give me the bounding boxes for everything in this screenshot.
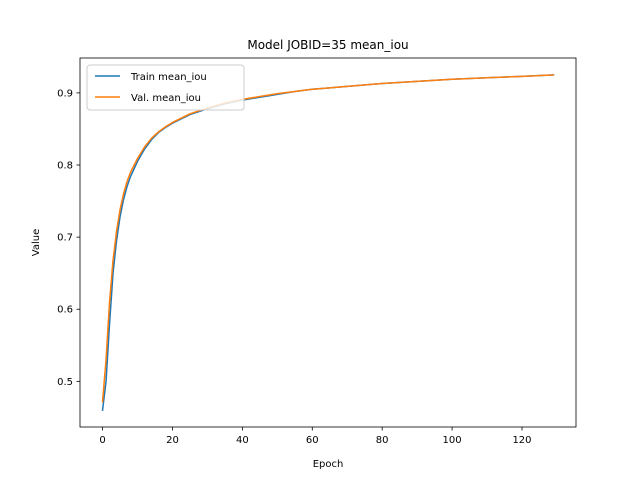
series-line-val [101, 74, 555, 403]
x-axis-label: Epoch [313, 459, 344, 470]
x-tick-label: 80 [376, 435, 389, 446]
legend-label-val: Val. mean_iou [131, 93, 201, 104]
x-tick-label: 0 [99, 435, 105, 446]
legend-label-train: Train mean_iou [130, 72, 207, 83]
x-axis: 0 20 40 60 80 100 120 [99, 427, 532, 446]
legend: Train mean_iou Val. mean_iou [86, 64, 245, 111]
y-tick-label: 0.6 [57, 305, 73, 316]
plot-area [79, 57, 577, 428]
y-tick-label: 0.7 [57, 233, 73, 244]
legend-box [86, 64, 245, 111]
y-axis-label: Value [31, 229, 42, 256]
x-tick-label: 60 [306, 435, 319, 446]
x-tick-label: 100 [443, 435, 462, 446]
x-tick-label: 40 [236, 435, 249, 446]
y-tick-label: 0.5 [57, 377, 73, 388]
x-tick-label: 120 [512, 435, 531, 446]
axes-background [80, 58, 576, 427]
chart-title: Model JOBID=35 mean_iou [247, 38, 408, 52]
axes-frame [79, 57, 577, 428]
y-tick-label: 0.9 [57, 88, 73, 99]
y-tick-label: 0.8 [57, 161, 73, 172]
x-tick-label: 20 [166, 435, 179, 446]
series-layer [101, 74, 555, 412]
y-axis: 0.5 0.6 0.7 0.8 0.9 [57, 88, 80, 388]
